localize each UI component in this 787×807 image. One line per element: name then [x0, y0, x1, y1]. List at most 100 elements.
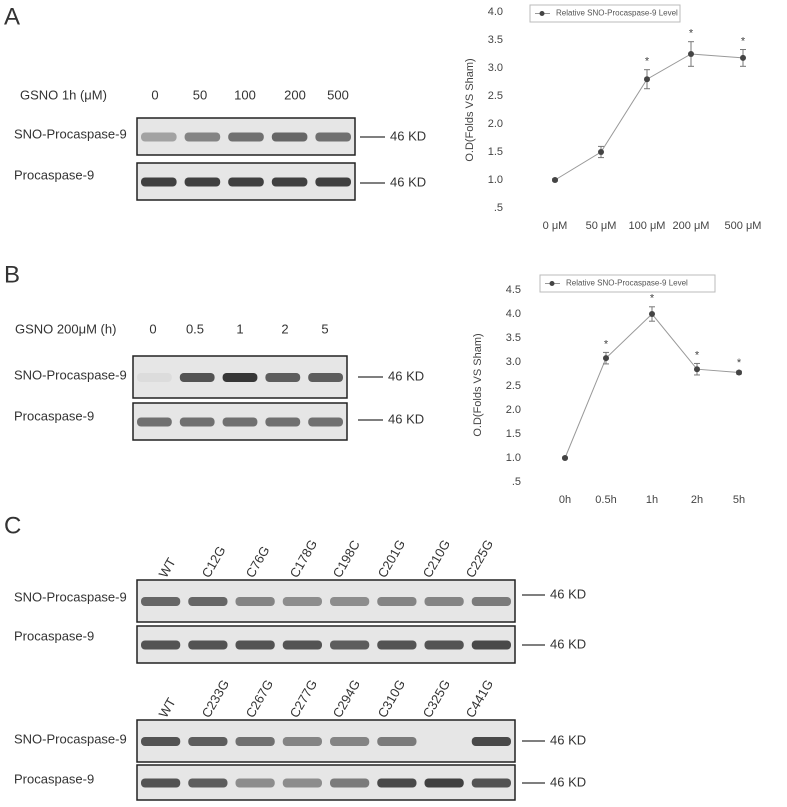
y-tick-label: .5 [494, 202, 503, 214]
band [424, 640, 464, 650]
band [235, 778, 275, 788]
significance-mark: * [650, 293, 655, 305]
lane-label: C225G [463, 537, 497, 580]
band [265, 373, 301, 382]
data-point [694, 366, 700, 373]
lane-label: C198C [330, 538, 363, 581]
data-point [740, 54, 746, 61]
y-axis-label: O.D(Folds VS Sham) [472, 333, 484, 436]
lane-label: 0 [151, 87, 158, 102]
legend-marker [549, 281, 555, 286]
band [271, 177, 308, 187]
y-tick-label: 2.0 [488, 118, 503, 130]
band [377, 737, 417, 746]
significance-mark: * [604, 338, 609, 350]
band [282, 737, 322, 746]
y-tick-label: 4.0 [506, 308, 521, 320]
y-tick-label: 4.5 [506, 284, 521, 296]
lane-label: 0.5 [186, 321, 204, 336]
significance-mark: * [737, 357, 742, 369]
band [265, 417, 301, 427]
data-point [736, 369, 742, 376]
band [222, 373, 258, 382]
x-tick-label: 2h [691, 494, 703, 506]
significance-mark: * [645, 56, 650, 68]
data-point [649, 311, 655, 317]
x-tick-label: 0h [559, 494, 571, 506]
condition-label: GSNO 1h (μM) [20, 87, 107, 102]
lane-label: 50 [193, 87, 207, 102]
lane-label: C201G [375, 537, 409, 580]
band [188, 597, 228, 606]
band [179, 373, 215, 382]
band [141, 640, 181, 650]
lane-label: C441G [463, 677, 497, 720]
size-label: 46 KD [390, 128, 426, 143]
significance-mark: * [741, 35, 746, 47]
band [330, 737, 370, 746]
band [188, 737, 228, 746]
band [188, 640, 228, 650]
y-axis-label: O.D(Folds VS Sham) [464, 58, 476, 161]
lane-label: 1 [236, 321, 243, 336]
band [222, 417, 258, 427]
x-tick-label: 1h [646, 494, 658, 506]
lane-label: 200 [284, 87, 306, 102]
legend-box [529, 4, 681, 23]
lane-label: 500 [327, 87, 349, 102]
lane-label: C325G [420, 677, 454, 720]
data-point [603, 355, 609, 362]
panel-label: C [4, 512, 21, 539]
band [377, 640, 417, 650]
x-tick-label: 200 μM [673, 220, 710, 232]
band [377, 597, 417, 606]
lane-label: C267G [243, 677, 277, 720]
band [137, 417, 172, 427]
row-label: Procaspase-9 [14, 628, 94, 643]
x-tick-label: 0.5h [595, 494, 616, 506]
lane-label: 100 [234, 87, 256, 102]
lane-label: 0 [149, 321, 156, 336]
band [184, 177, 221, 187]
lane-label: C12G [199, 543, 229, 580]
band [282, 778, 322, 788]
band [179, 417, 215, 427]
band [330, 640, 370, 650]
band [282, 597, 322, 606]
lane-label: 2 [281, 321, 288, 336]
band [308, 417, 343, 427]
x-tick-label: 5h [733, 494, 745, 506]
band [228, 177, 264, 187]
significance-mark: * [695, 349, 700, 361]
band [141, 778, 181, 788]
row-label: SNO-Procaspase-9 [14, 589, 127, 604]
band [471, 640, 511, 650]
band [235, 597, 275, 606]
data-point [688, 51, 694, 57]
band [184, 132, 221, 142]
y-tick-label: 2.5 [506, 380, 521, 392]
band [471, 778, 511, 788]
data-point [644, 76, 650, 83]
size-label: 46 KD [550, 774, 586, 789]
band [424, 597, 464, 606]
size-label: 46 KD [550, 586, 586, 601]
band [330, 597, 370, 606]
legend-label: Relative SNO-Procaspase-9 Level [556, 9, 678, 18]
row-label: Procaspase-9 [14, 771, 94, 786]
lane-label: C210G [420, 537, 454, 580]
lane-label: WT [156, 695, 179, 720]
x-tick-label: 100 μM [629, 220, 666, 232]
row-label: Procaspase-9 [14, 167, 94, 182]
y-tick-label: 1.5 [506, 428, 521, 440]
band [282, 640, 322, 650]
lane-label: C310G [375, 677, 409, 720]
band [424, 778, 464, 788]
band [228, 132, 264, 142]
band [141, 177, 177, 187]
y-tick-label: 3.0 [506, 356, 521, 368]
y-tick-label: 3.5 [506, 332, 521, 344]
legend-marker [539, 11, 545, 16]
legend-label: Relative SNO-Procaspase-9 Level [566, 279, 688, 288]
x-tick-label: 500 μM [725, 220, 762, 232]
